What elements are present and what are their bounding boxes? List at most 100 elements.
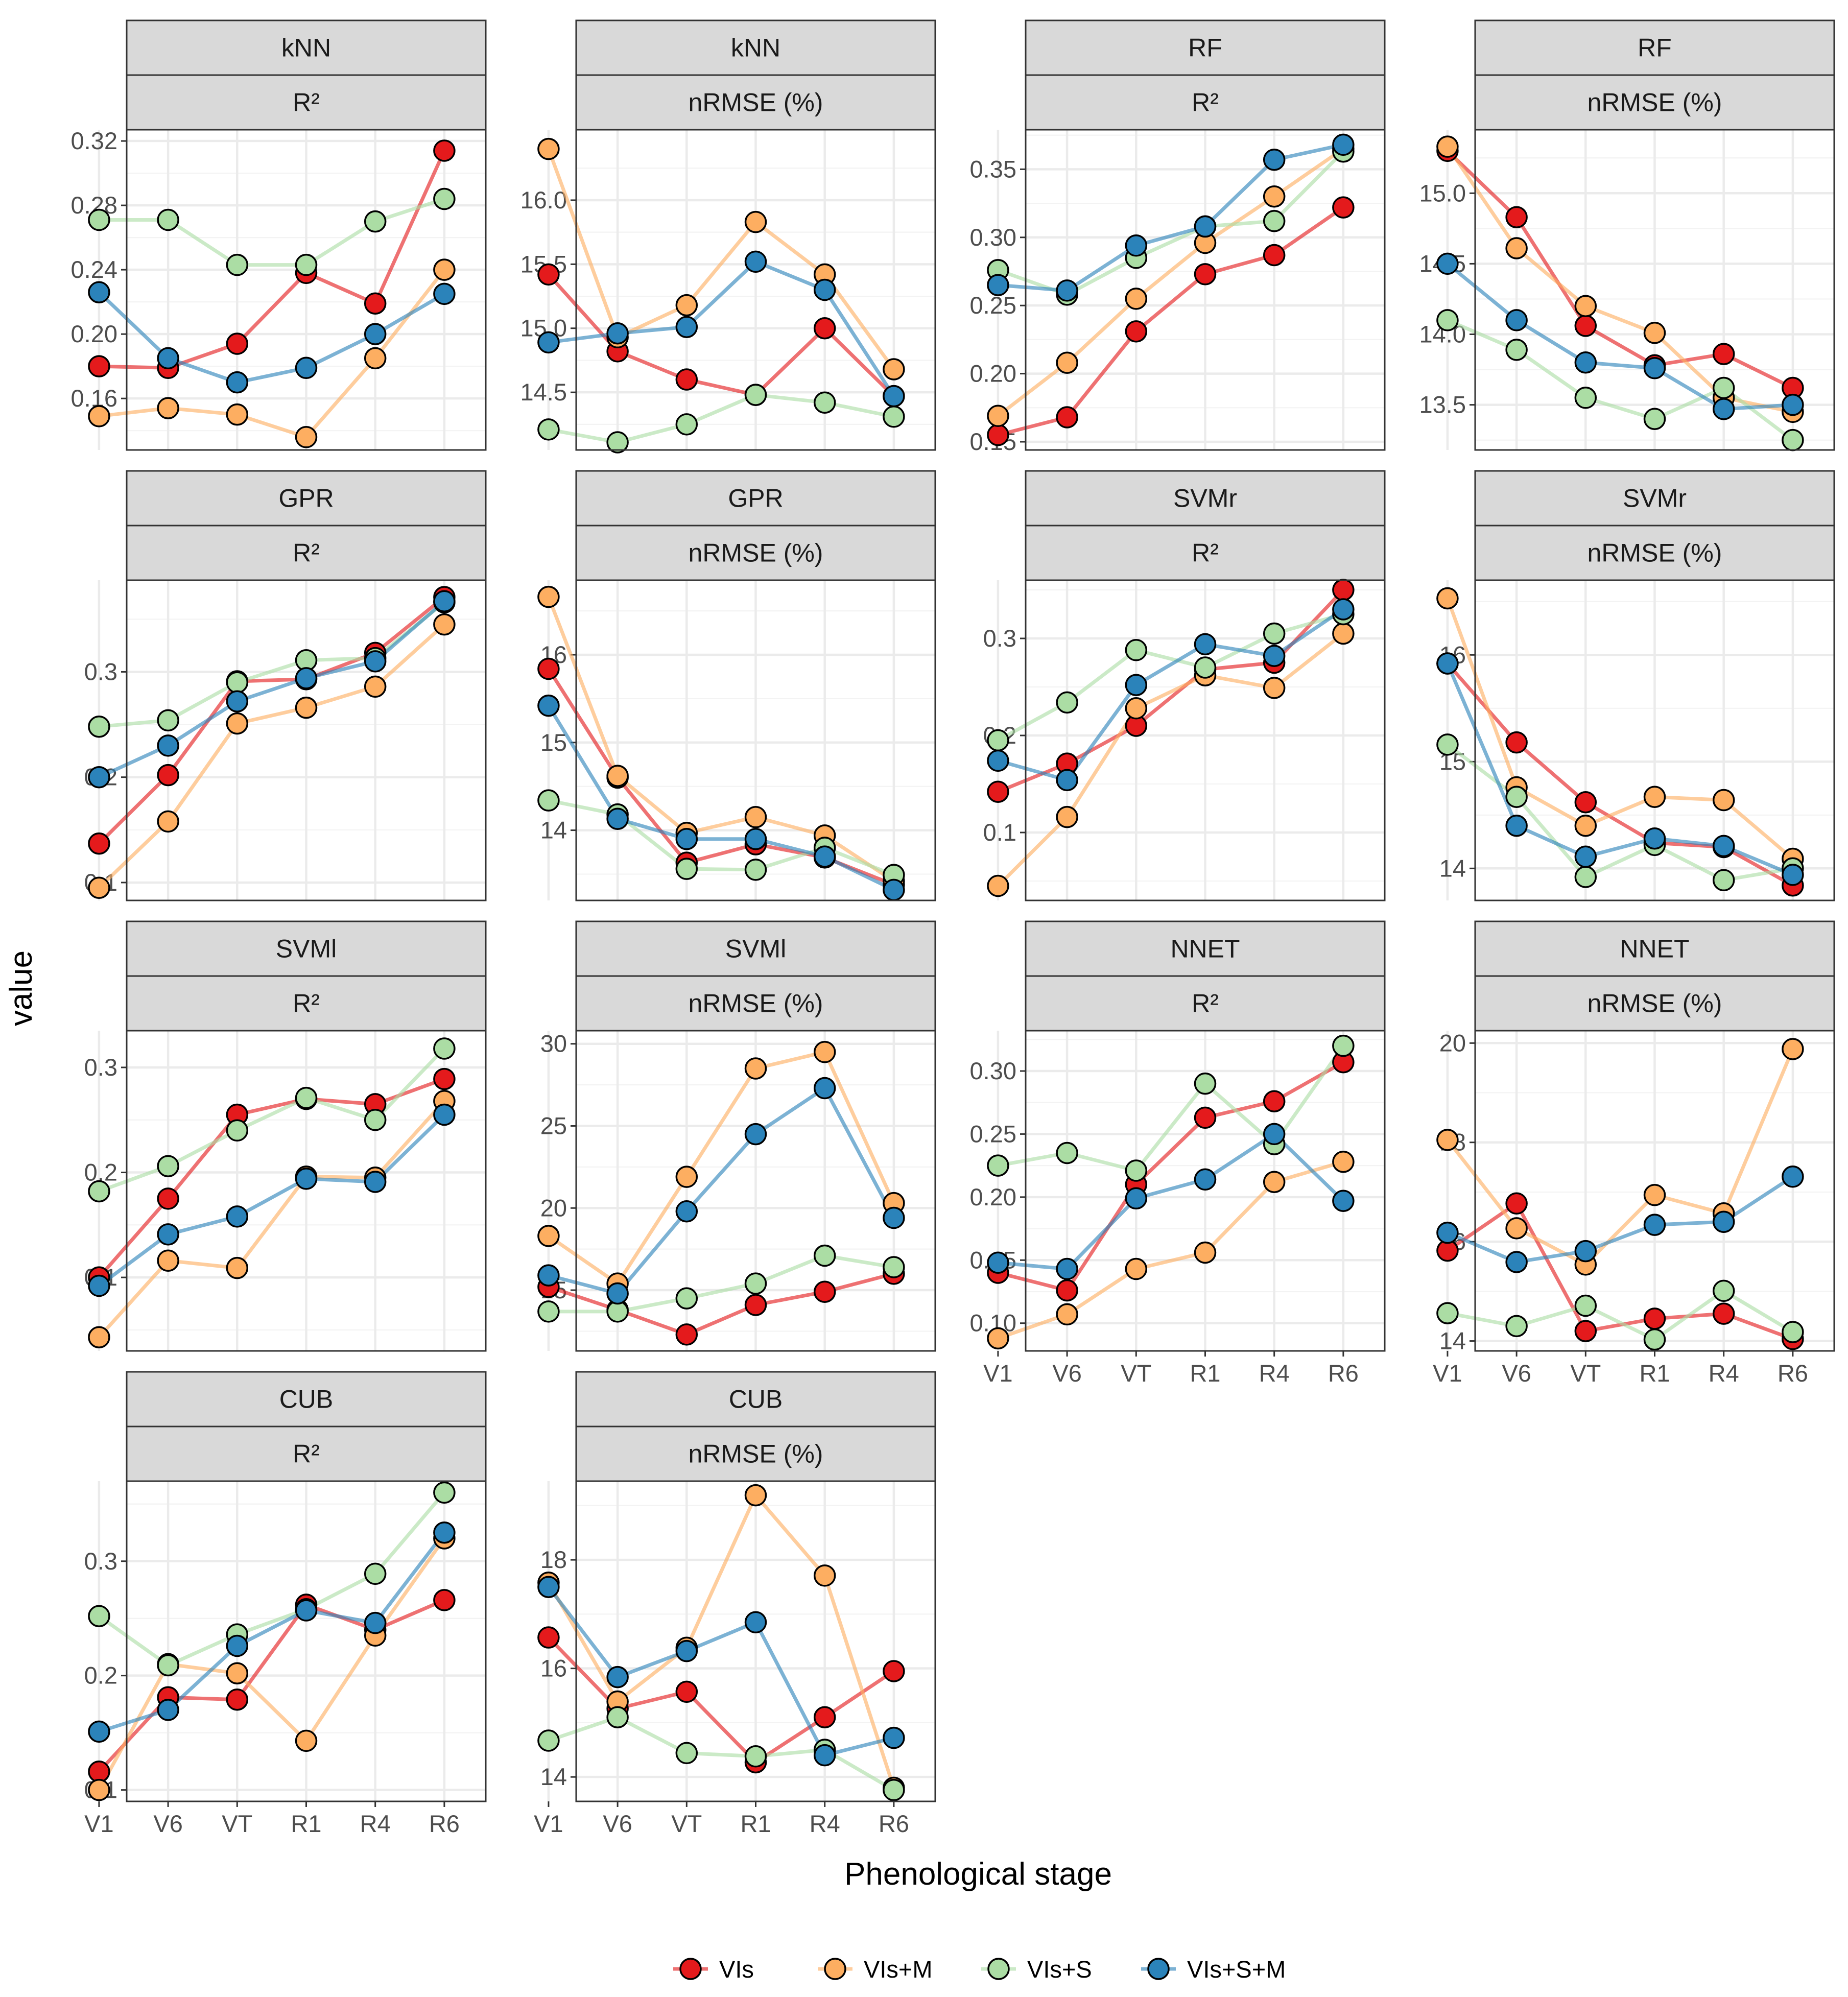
panel-knn-nrmse-point-vis-m-vt bbox=[675, 294, 698, 317]
panel-svml-nrmse-point-vis-m-r1 bbox=[744, 1057, 767, 1080]
panel-nnet-nrmse-point-vis-s-m-v6 bbox=[1505, 1251, 1528, 1273]
panel-cub-nrmse-point-vis-vt bbox=[675, 1680, 698, 1703]
panel-cub-r2-point-vis-s-m-r6 bbox=[433, 1521, 456, 1544]
panel-svmr-r2-y-tick-label: 0.3 bbox=[983, 625, 1016, 652]
panel-knn-r2-y-tick-label: 0.32 bbox=[71, 127, 117, 154]
panel-rf-r2-line-vis-m bbox=[997, 147, 1344, 418]
panel-cub-r2-x-tick-label: V1 bbox=[84, 1810, 114, 1837]
panel-svmr-r2-point-vis-s-m-r1 bbox=[1194, 633, 1217, 656]
panel-rf-nrmse-point-vis-s-m-r6 bbox=[1782, 393, 1804, 416]
panel-cub-nrmse-point-vis-s-r1 bbox=[744, 1745, 767, 1768]
panel-nnet-r2-line-vis-s-m bbox=[998, 1132, 1345, 1271]
panel-svml-nrmse-point-vis-s-m-r1 bbox=[744, 1123, 767, 1146]
panel-nnet-r2-x-tick-label: V1 bbox=[983, 1360, 1013, 1387]
panel-knn-nrmse-y-tick-label: 16.0 bbox=[520, 186, 567, 213]
panel-svml-r2-y-tick-label: 0.3 bbox=[84, 1054, 117, 1081]
panel-rf-nrmse-point-vis-r4 bbox=[1712, 343, 1735, 365]
panel-nnet-r2-point-vis-m-r4 bbox=[1263, 1171, 1286, 1193]
panel-svmr-nrmse-line-vis-s bbox=[1446, 743, 1793, 882]
panel-gpr-nrmse-point-vis-s-m-vt bbox=[675, 828, 698, 850]
panel-svmr-nrmse-point-vis-s-v1 bbox=[1436, 733, 1459, 756]
panel-knn-r2-metric-label: R² bbox=[293, 88, 320, 117]
panel-nnet-r2-point-vis-s-v6 bbox=[1056, 1142, 1078, 1164]
panel-svmr-nrmse-point-vis-s-r4 bbox=[1712, 869, 1735, 892]
panel-cub-nrmse-point-vis-s-vt bbox=[675, 1742, 698, 1765]
panel-rf-nrmse-point-vis-s-m-v6 bbox=[1505, 309, 1528, 331]
panel-gpr-nrmse-border bbox=[575, 579, 936, 901]
panel-knn-nrmse-model-label: kNN bbox=[731, 34, 780, 62]
panel-svml-nrmse-point-vis-m-r4 bbox=[813, 1041, 836, 1063]
panel-rf-nrmse-point-vis-s-r6 bbox=[1782, 429, 1804, 451]
panel-rf-r2-point-vis-s-m-r6 bbox=[1332, 133, 1355, 156]
panel-nnet-r2-point-vis-s-m-r1 bbox=[1194, 1168, 1217, 1191]
panel-rf-nrmse-point-vis-s-v6 bbox=[1505, 339, 1528, 361]
panel-svml-r2-point-vis-s-r4 bbox=[364, 1108, 387, 1131]
panel-nnet-nrmse-point-vis-m-v1 bbox=[1436, 1129, 1459, 1151]
panel-nnet-nrmse-x-tick-label: V6 bbox=[1502, 1360, 1531, 1387]
panel-knn-r2-point-vis-s-v1 bbox=[88, 208, 110, 231]
panel-svmr-nrmse-y-tick-label: 14 bbox=[1439, 854, 1466, 882]
panel-nnet-nrmse-point-vis-s-r4 bbox=[1712, 1279, 1735, 1302]
panel-svml-nrmse-y-tick-label: 30 bbox=[540, 1030, 567, 1057]
panel-knn-nrmse-line-vis bbox=[547, 273, 895, 398]
panel-cub-nrmse-point-vis-m-r4 bbox=[813, 1564, 836, 1587]
panel-gpr-r2-point-vis-m-v6 bbox=[157, 810, 179, 833]
panel-nnet-r2-model-strip bbox=[1025, 920, 1386, 977]
panel-nnet-r2-metric-label: R² bbox=[1192, 989, 1219, 1018]
panel-cub-r2-line-vis bbox=[98, 1598, 445, 1773]
panel-nnet-r2-line-vis-s bbox=[998, 1044, 1345, 1173]
panel-cub-nrmse-point-vis-s-m-vt bbox=[675, 1639, 698, 1662]
panel-knn-r2-y-tick-label: 0.24 bbox=[71, 256, 117, 283]
panel-svml-r2-point-vis-s-m-r4 bbox=[364, 1171, 387, 1193]
panel-svmr-r2-point-vis-m-v1 bbox=[987, 874, 1009, 897]
panel-knn-nrmse-point-vis-s-v1 bbox=[537, 418, 560, 441]
panel-nnet-nrmse-x-tick-label: VT bbox=[1570, 1360, 1601, 1387]
panel-svml-nrmse-point-vis-s-m-vt bbox=[675, 1200, 698, 1223]
panel-knn-nrmse-point-vis-m-r1 bbox=[744, 210, 767, 233]
panel-svml-nrmse-point-vis-s-m-r4 bbox=[813, 1077, 836, 1100]
panel-cub-r2-line-vis-s-m bbox=[98, 1531, 446, 1733]
panel-nnet-nrmse-point-vis-s-m-r4 bbox=[1712, 1210, 1735, 1233]
panel-rf-nrmse-point-vis-m-r1 bbox=[1643, 321, 1666, 344]
panel-rf-r2-point-vis-m-vt bbox=[1125, 288, 1148, 310]
panel-knn-r2-model-label: kNN bbox=[281, 34, 331, 62]
panel-cub-r2-x-tick-label: R6 bbox=[429, 1810, 460, 1837]
panel-nnet-nrmse-point-vis-s-v1 bbox=[1436, 1302, 1459, 1324]
panel-gpr-nrmse-point-vis-m-r1 bbox=[744, 806, 767, 828]
legend-label-vis-s: VIs+S bbox=[1027, 1956, 1092, 1983]
panel-svml-r2-line-vis-m bbox=[98, 1100, 446, 1339]
panel-nnet-nrmse-point-vis-s-m-r1 bbox=[1643, 1214, 1666, 1236]
panel-knn-r2-point-vis-s-m-r1 bbox=[295, 356, 318, 379]
panel-cub-nrmse-x-tick-label: R6 bbox=[879, 1810, 909, 1837]
panel-svml-nrmse-line-vis bbox=[548, 1272, 894, 1337]
panel-svmr-nrmse-point-vis-m-r1 bbox=[1643, 786, 1666, 809]
panel-nnet-nrmse-line-vis-s bbox=[1447, 1289, 1794, 1342]
panel-svmr-r2-point-vis-s-m-vt bbox=[1125, 674, 1148, 696]
panel-gpr-nrmse-line-vis-s bbox=[548, 798, 895, 877]
panel-rf-r2-point-vis-r1 bbox=[1194, 263, 1217, 286]
panel-rf-r2-y-tick-label: 0.25 bbox=[970, 292, 1016, 319]
panel-knn-r2-point-vis-m-r4 bbox=[364, 347, 387, 370]
panel-cub-r2-point-vis-v1 bbox=[88, 1761, 110, 1783]
panel-cub-r2-x-tick-label: R4 bbox=[360, 1810, 391, 1837]
panel-nnet-nrmse-point-vis-r1 bbox=[1643, 1307, 1666, 1330]
panel-knn-nrmse-point-vis-s-m-r1 bbox=[744, 250, 767, 273]
panel-rf-r2-point-vis-s-m-r4 bbox=[1263, 148, 1286, 171]
panel-svml-r2-point-vis-s-v1 bbox=[88, 1180, 110, 1203]
panel-rf-r2-point-vis-s-m-r1 bbox=[1194, 215, 1217, 238]
panel-nnet-nrmse-y-tick-label: 14 bbox=[1439, 1327, 1466, 1354]
panel-nnet-nrmse-x-tick-label: V1 bbox=[1433, 1360, 1462, 1387]
panel-nnet-r2-x-tick-label: R1 bbox=[1190, 1360, 1220, 1387]
panel-cub-nrmse-y-tick-label: 14 bbox=[540, 1763, 567, 1790]
panel-svml-r2-line-vis bbox=[98, 1077, 445, 1279]
panel-gpr-r2-line-vis-m bbox=[98, 623, 446, 889]
panel-cub-r2-point-vis-s-v6 bbox=[157, 1654, 179, 1677]
panel-gpr-nrmse-model-label: GPR bbox=[728, 484, 783, 513]
panel-nnet-nrmse-model-strip bbox=[1474, 920, 1835, 977]
panel-svmr-r2-y-tick-label: 0.1 bbox=[983, 819, 1016, 846]
